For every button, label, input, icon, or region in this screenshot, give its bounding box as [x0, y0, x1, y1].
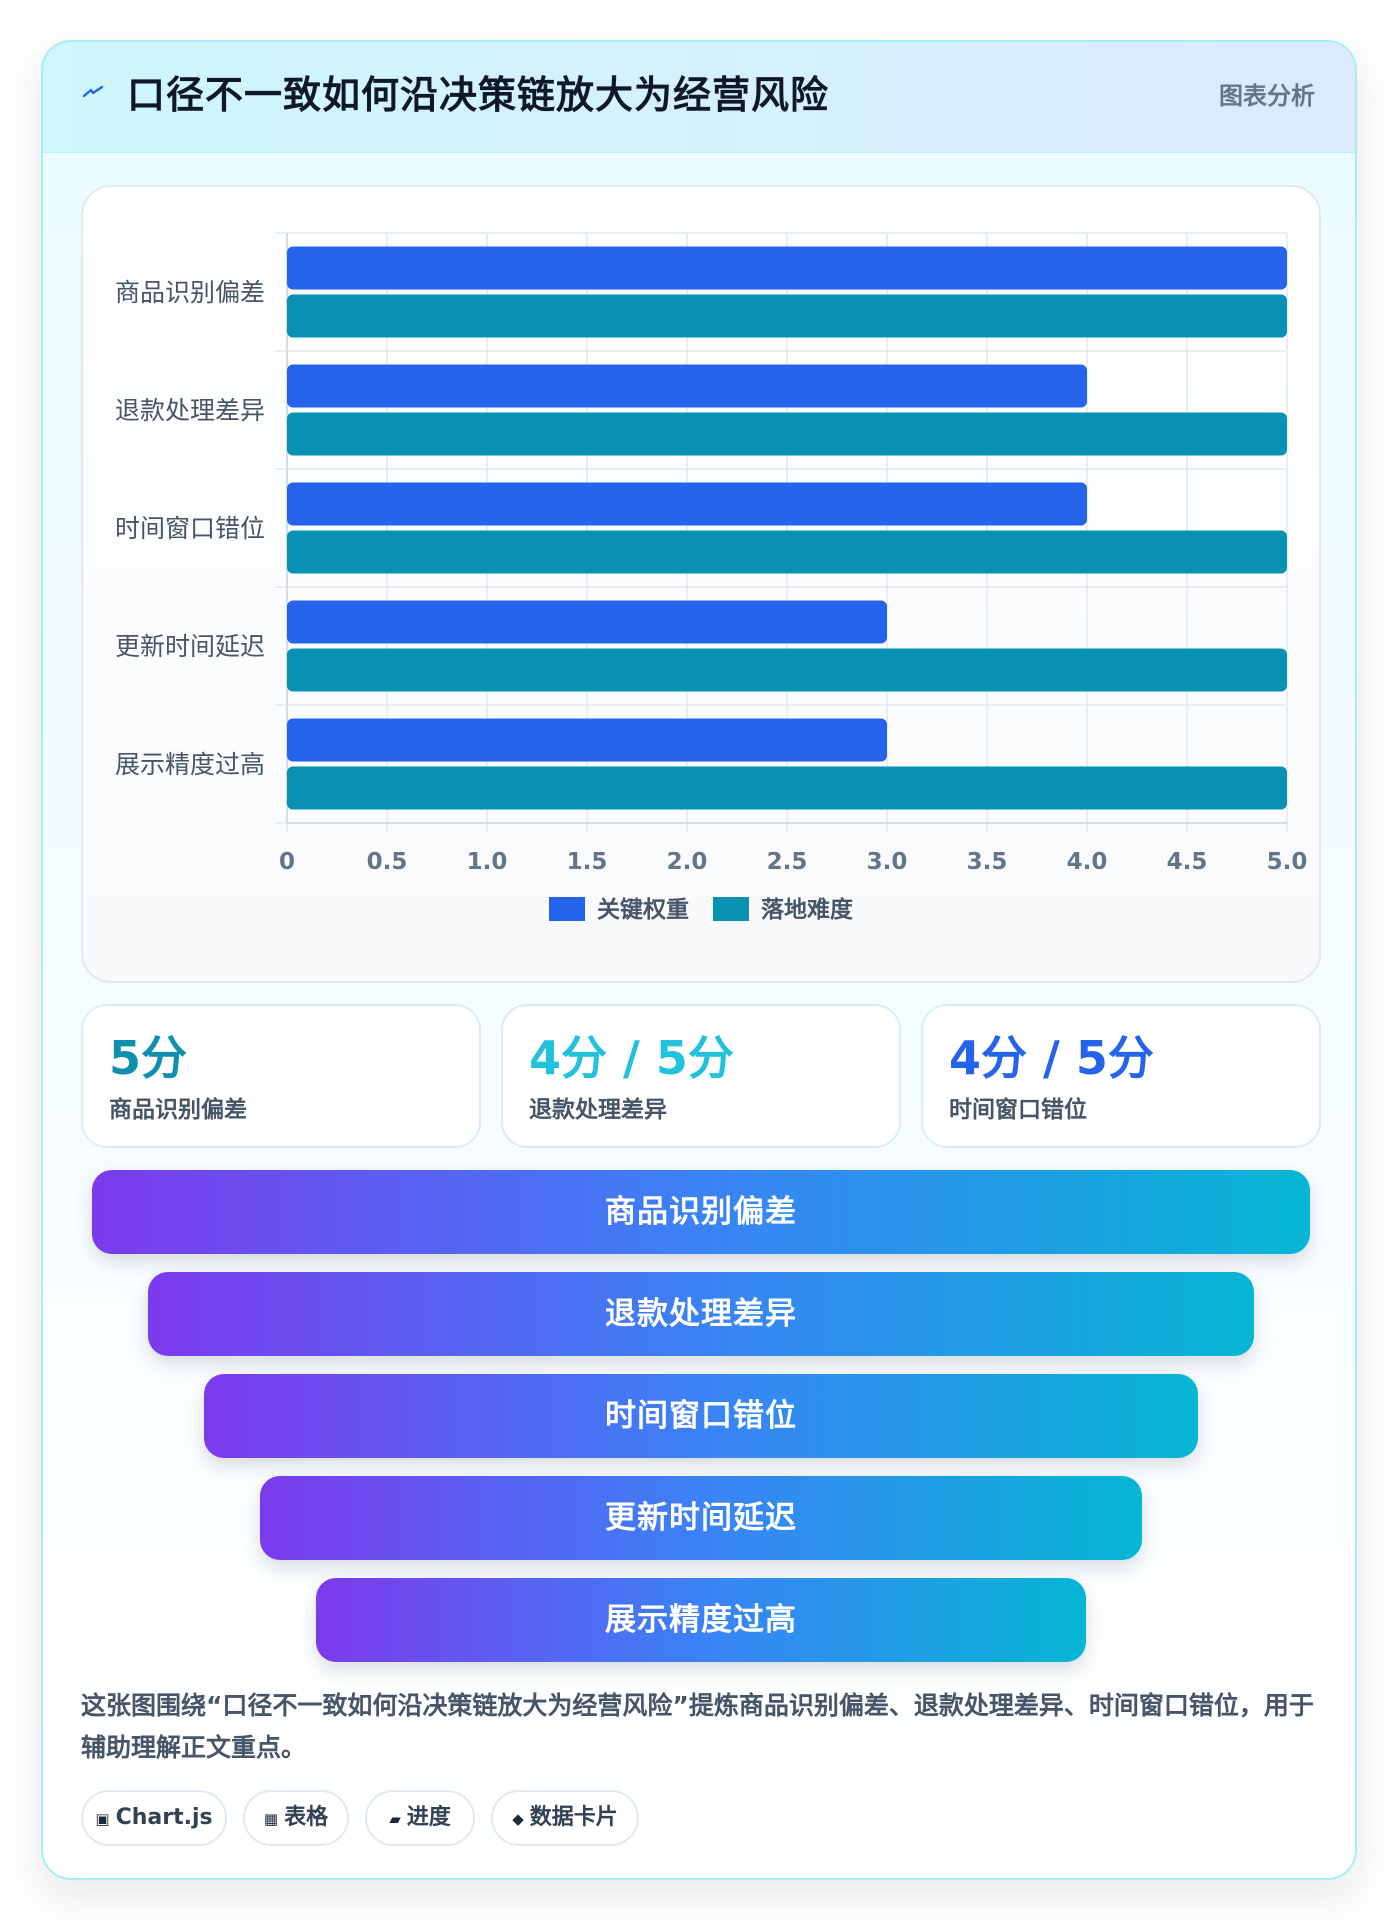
chip-label: 进度 — [406, 1805, 451, 1830]
stat-label: 商品识别偏差 — [109, 1097, 247, 1123]
legend-label: 落地难度 — [761, 896, 854, 923]
bar — [287, 364, 1087, 408]
legend-swatch — [549, 897, 585, 921]
funnel-step-1: 商品识别偏差 — [92, 1170, 1310, 1254]
y-tick-label: 商品识别偏差 — [115, 278, 265, 307]
legend-swatch — [713, 897, 749, 921]
x-tick-label: 5.0 — [1267, 849, 1308, 875]
y-tick-label: 退款处理差异 — [115, 396, 265, 425]
stat-value: 5分 — [109, 1031, 188, 1085]
bar — [287, 246, 1287, 290]
funnel-step-4: 更新时间延迟 — [260, 1476, 1142, 1560]
chip-progress[interactable]: ▰ 进度 — [365, 1790, 475, 1846]
funnel-step-2: 退款处理差异 — [148, 1272, 1254, 1356]
bar — [287, 600, 887, 644]
progress-icon: ▰ — [389, 1810, 401, 1828]
stat-value: 4分 / 5分 — [529, 1031, 734, 1085]
bar — [287, 718, 887, 762]
x-tick-label: 3.0 — [867, 849, 908, 875]
page-title: 口径不一致如何沿决策链放大为经营风险 — [127, 73, 830, 117]
x-tick-label: 0 — [279, 849, 295, 875]
x-tick-label: 2.5 — [767, 849, 808, 875]
stat-value: 4分 / 5分 — [949, 1031, 1154, 1085]
bar-chart-panel: 0 0.5 1.0 1.5 2.0 2.5 3.0 3.5 4.0 4.5 5.0 商品识别偏差 退款处… — [81, 185, 1321, 983]
bar — [287, 648, 1287, 692]
chip-label: Chart.js — [115, 1805, 213, 1830]
chart-description: 这张图围绕“口径不一致如何沿决策链放大为经营风险”提炼商品识别偏差、退款处理差异… — [81, 1691, 1314, 1762]
x-tick-label: 0.5 — [367, 849, 408, 875]
diamond-icon: ◆ — [512, 1810, 524, 1828]
chip-table[interactable]: ▦ 表格 — [243, 1790, 349, 1846]
legend-label: 关键权重 — [597, 896, 689, 923]
card-header: 口径不一致如何沿决策链放大为经营风险 图表分析 — [43, 42, 1355, 153]
stat-label: 时间窗口错位 — [949, 1097, 1087, 1123]
funnel-step-3: 时间窗口错位 — [204, 1374, 1198, 1458]
header-tag: 图表分析 — [1219, 82, 1315, 110]
y-tick-label: 展示精度过高 — [115, 750, 265, 779]
x-tick-label: 4.5 — [1167, 849, 1208, 875]
bar — [287, 766, 1287, 810]
bar — [287, 530, 1287, 574]
chip-data-card[interactable]: ◆ 数据卡片 — [491, 1790, 639, 1846]
y-tick-label: 时间窗口错位 — [115, 514, 265, 543]
x-tick-label: 4.0 — [1067, 849, 1108, 875]
stat-label: 退款处理差异 — [529, 1097, 667, 1123]
stat-card-1: 5分 商品识别偏差 — [81, 1004, 481, 1148]
x-tick-label: 3.5 — [967, 849, 1008, 875]
bar — [287, 294, 1287, 338]
y-tick-label: 更新时间延迟 — [115, 632, 265, 661]
stat-card-3: 4分 / 5分 时间窗口错位 — [921, 1004, 1321, 1148]
chart-card: 口径不一致如何沿决策链放大为经营风险 图表分析 0 0.5 1.0 1.5 2.0 2.5… — [41, 40, 1357, 1880]
x-tick-label: 1.0 — [467, 849, 508, 875]
x-tick-label: 2.0 — [667, 849, 708, 875]
x-tick-label: 1.5 — [567, 849, 608, 875]
chip-label: 数据卡片 — [529, 1805, 618, 1830]
bar-chart: 0 0.5 1.0 1.5 2.0 2.5 3.0 3.5 4.0 4.5 5.0 商品识别偏差退款处… — [115, 232, 1308, 923]
chip-chartjs[interactable]: ▣ Chart.js — [81, 1790, 227, 1846]
table-icon: ▦ — [263, 1810, 279, 1828]
bar — [287, 482, 1087, 526]
stat-card-2: 4分 / 5分 退款处理差异 — [501, 1004, 901, 1148]
chip-label: 表格 — [284, 1805, 329, 1830]
funnel-step-5: 展示精度过高 — [316, 1578, 1086, 1662]
chart-frame-icon: ▣ — [95, 1810, 110, 1828]
bar — [287, 412, 1287, 456]
lightning-icon — [81, 80, 105, 104]
